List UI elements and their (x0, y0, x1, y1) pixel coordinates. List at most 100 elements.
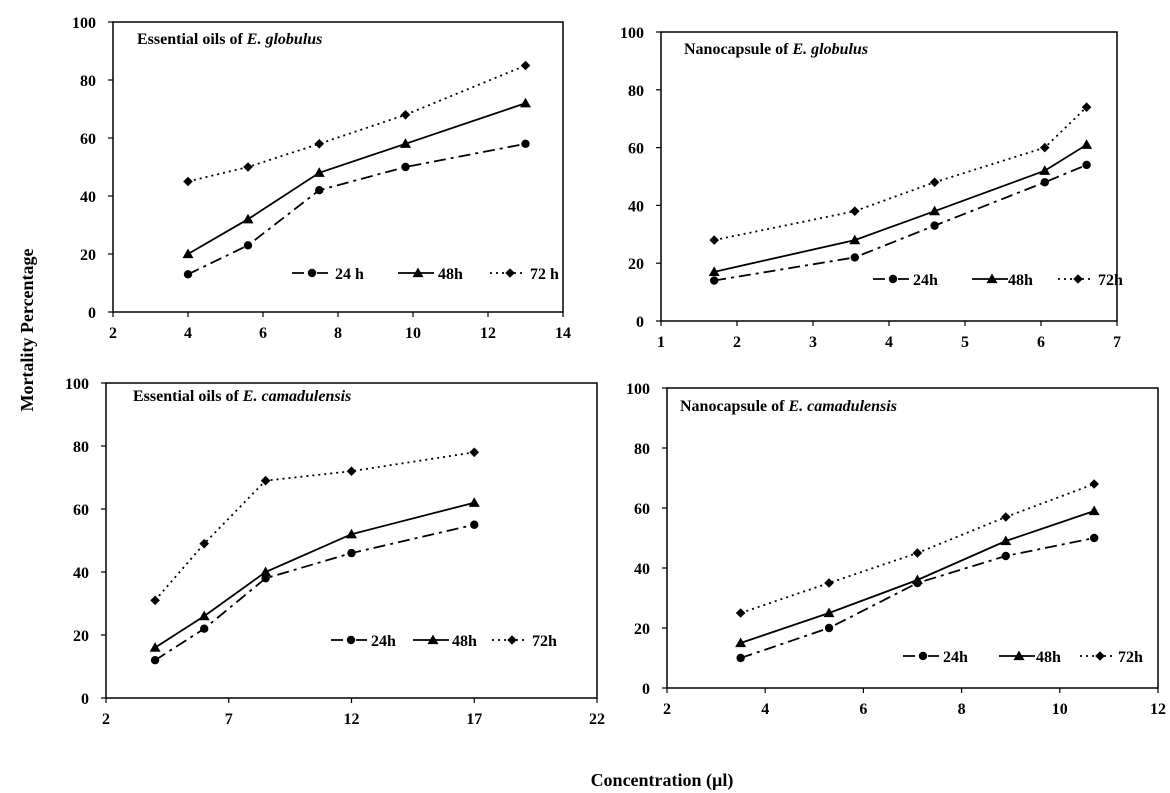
y-tick-label: 0 (642, 681, 650, 698)
series-24h (150, 520, 479, 665)
y-tick-label: 100 (626, 381, 650, 398)
legend-label: 48h (438, 266, 463, 283)
data-point-diamond (183, 176, 193, 187)
series-line (187, 64, 526, 183)
y-tick-label: 20 (80, 247, 96, 264)
x-tick-label: 4 (885, 334, 893, 351)
data-point-diamond (199, 538, 209, 549)
data-point-triangle (708, 266, 720, 276)
data-point-diamond (1000, 512, 1011, 522)
x-tick-label: 6 (1037, 334, 1045, 351)
series-48h (182, 97, 531, 259)
x-tick-label: 6 (259, 325, 267, 342)
data-point-circle (1089, 533, 1099, 543)
data-point-triangle (242, 213, 254, 224)
legend-label: 24h (943, 649, 968, 666)
legend-item: 72h (1080, 649, 1143, 666)
legend-label: 48h (1008, 272, 1033, 289)
data-point-diamond (260, 475, 271, 486)
x-tick-label: 7 (225, 711, 233, 728)
data-point-circle (1040, 178, 1050, 187)
chart-panel-1: 0 20 40 60 80 100 2 4 6 8 10 12 14 Essential oils of … (72, 15, 571, 342)
data-point-diamond (243, 162, 253, 172)
x-tick-label: 8 (334, 325, 342, 342)
figure-y-axis-title: Mortality Percentage (17, 248, 37, 411)
data-point-diamond (346, 466, 357, 476)
legend-label: 72h (1098, 272, 1123, 289)
chart-panel-4: 0 20 40 60 80 100 2 4 6 8 10 12 Nanocapsule of E. ca… (626, 381, 1166, 718)
data-point-triangle (260, 566, 272, 577)
y-tick-label: 40 (73, 565, 89, 582)
data-point-diamond (1040, 142, 1050, 153)
x-tick-label: 3 (809, 334, 817, 351)
data-point-circle (183, 270, 193, 279)
data-point-diamond (150, 595, 160, 606)
legend-marker-circle (346, 635, 356, 645)
y-tick-label: 60 (628, 141, 644, 158)
data-point-triangle (182, 248, 194, 259)
data-point-diamond (735, 608, 746, 618)
legend-label: 72h (1118, 649, 1143, 666)
legend-item: 48h (413, 633, 477, 650)
legend-marker-triangle (427, 634, 439, 645)
legend-item: 24 h (292, 266, 364, 283)
legend-label: 48h (1036, 649, 1061, 666)
y-tick-label: 80 (634, 441, 650, 458)
plot-frame (660, 31, 1118, 322)
y-tick-label: 80 (73, 439, 89, 456)
data-point-circle (710, 276, 719, 285)
x-tick-label: 10 (1052, 701, 1068, 718)
data-point-triangle (1088, 505, 1100, 516)
legend-item: 48h (398, 266, 463, 283)
legend-marker-diamond (507, 635, 517, 645)
series-line (154, 523, 475, 661)
x-tick-label: 22 (589, 711, 605, 728)
data-point-triangle (911, 574, 923, 585)
legend-label: 72 h (530, 266, 559, 283)
data-point-triangle (1000, 535, 1012, 546)
panel-title: Nanocapsule of E. globulus (684, 41, 868, 58)
legend-marker-triangle (412, 267, 424, 278)
legend-label: 48h (452, 633, 477, 650)
data-point-diamond (850, 206, 860, 216)
data-point-circle (1082, 160, 1091, 170)
data-point-circle (736, 653, 745, 663)
data-point-triangle (346, 528, 357, 539)
y-tick-label: 100 (72, 15, 96, 32)
series-line (187, 102, 526, 255)
data-point-circle (261, 574, 270, 583)
series-line (187, 142, 526, 276)
series-24h (183, 139, 530, 279)
x-tick-label: 2 (109, 325, 117, 342)
data-point-circle (401, 162, 410, 172)
data-point-circle (850, 253, 859, 262)
y-tick-label: 0 (88, 305, 96, 322)
x-tick-label: 8 (958, 701, 966, 718)
data-point-diamond (709, 235, 719, 245)
data-point-circle (1001, 551, 1010, 561)
series-line (154, 451, 475, 601)
series-72h (150, 447, 480, 606)
legend-item: 48h (999, 649, 1061, 666)
data-point-diamond (469, 447, 480, 458)
data-point-triangle (149, 642, 161, 652)
series-72h (183, 60, 531, 187)
panel-title: Essential oils of E. globulus (137, 31, 322, 48)
panel-title-species: E. camadulensis (242, 388, 351, 405)
y-tick-label: 40 (628, 198, 644, 215)
data-point-triangle (520, 97, 531, 108)
plot-frame (105, 382, 598, 699)
x-tick-label: 2 (733, 334, 741, 351)
x-tick-label: 2 (663, 701, 671, 718)
y-tick-label: 20 (628, 256, 644, 273)
data-point-triangle (735, 637, 747, 648)
y-tick-label: 100 (620, 25, 644, 42)
y-tick-label: 0 (81, 691, 89, 708)
series-line (714, 143, 1088, 273)
legend-marker-triangle (986, 273, 998, 284)
legend-item: 24h (331, 633, 396, 650)
data-point-circle (200, 624, 209, 633)
x-tick-label: 14 (555, 325, 571, 342)
panel-title-text: Essential oils of (137, 31, 247, 48)
